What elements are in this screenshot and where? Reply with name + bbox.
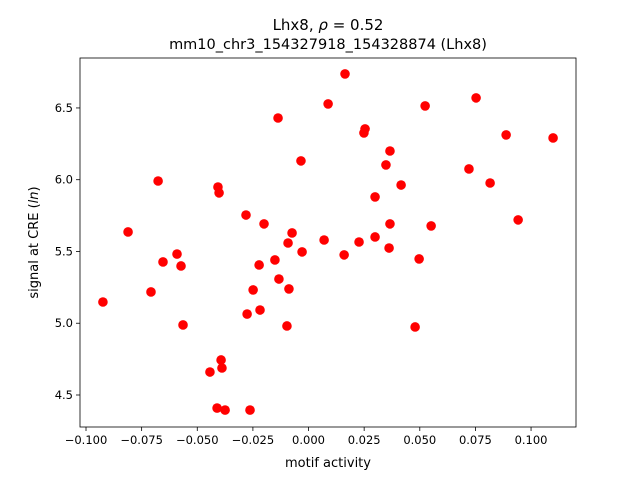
- data-point: [248, 285, 258, 295]
- data-point: [153, 176, 163, 186]
- chart-subtitle: mm10_chr3_154327918_154328874 (Lhx8): [169, 37, 487, 53]
- data-point: [259, 219, 269, 229]
- data-point: [360, 124, 370, 134]
- data-point: [284, 284, 294, 294]
- data-point: [273, 113, 283, 123]
- data-point: [396, 180, 406, 190]
- x-tick-label: 0.050: [403, 433, 436, 447]
- data-point: [485, 178, 495, 188]
- data-point: [176, 261, 186, 271]
- data-points: [98, 69, 558, 415]
- data-point: [98, 297, 108, 307]
- data-point: [319, 235, 329, 245]
- x-axis: −0.100 −0.075 −0.050 −0.025 0.000 0.025 0.050 0…: [65, 427, 548, 447]
- data-point: [287, 228, 297, 238]
- y-tick-label: 5.0: [55, 316, 73, 330]
- data-point: [370, 192, 380, 202]
- data-point: [513, 215, 523, 225]
- data-point: [178, 320, 188, 330]
- x-tick-label: 0.100: [515, 433, 548, 447]
- data-point: [471, 93, 481, 103]
- data-point: [323, 99, 333, 109]
- data-point: [296, 156, 306, 166]
- x-tick-label: 0.000: [292, 433, 325, 447]
- data-point: [283, 238, 293, 248]
- y-tick-label: 5.5: [55, 244, 73, 258]
- y-tick-label: 6.5: [55, 101, 73, 115]
- data-point: [420, 101, 430, 111]
- y-tick-label: 6.0: [55, 173, 73, 187]
- data-point: [172, 249, 182, 259]
- data-point: [297, 247, 307, 257]
- x-tick-label: −0.075: [120, 433, 163, 447]
- data-point: [274, 274, 284, 284]
- data-point: [464, 164, 474, 174]
- chart-title: Lhx8, ρ = 0.52: [273, 16, 384, 34]
- data-point: [241, 210, 251, 220]
- data-point: [254, 260, 264, 270]
- x-tick-label: −0.050: [176, 433, 219, 447]
- data-point: [370, 232, 380, 242]
- data-point: [245, 405, 255, 415]
- data-point: [123, 227, 133, 237]
- data-point: [158, 257, 168, 267]
- data-point: [220, 405, 230, 415]
- y-axis-label: signal at CRE (ln): [27, 186, 42, 298]
- data-point: [501, 130, 511, 140]
- x-tick-label: 0.075: [459, 433, 492, 447]
- data-point: [242, 309, 252, 319]
- data-point: [217, 363, 227, 373]
- x-tick-label: −0.025: [232, 433, 275, 447]
- data-point: [426, 221, 436, 231]
- y-axis: 4.5 5.0 5.5 6.0 6.5: [55, 101, 80, 402]
- data-point: [410, 322, 420, 332]
- data-point: [205, 367, 215, 377]
- data-point: [216, 355, 226, 365]
- data-point: [339, 250, 349, 260]
- data-point: [548, 133, 558, 143]
- data-point: [385, 146, 395, 156]
- data-point: [384, 243, 394, 253]
- x-tick-label: −0.100: [65, 433, 108, 447]
- data-point: [354, 237, 364, 247]
- y-tick-label: 4.5: [55, 388, 73, 402]
- data-point: [385, 219, 395, 229]
- data-point: [212, 403, 222, 413]
- data-point: [340, 69, 350, 79]
- data-point: [214, 188, 224, 198]
- data-point: [255, 305, 265, 315]
- data-point: [381, 160, 391, 170]
- x-tick-label: 0.025: [348, 433, 381, 447]
- data-point: [282, 321, 292, 331]
- data-point: [414, 254, 424, 264]
- data-point: [146, 287, 156, 297]
- x-axis-label: motif activity: [285, 456, 371, 471]
- data-point: [270, 255, 280, 265]
- plot-frame: [79, 57, 577, 428]
